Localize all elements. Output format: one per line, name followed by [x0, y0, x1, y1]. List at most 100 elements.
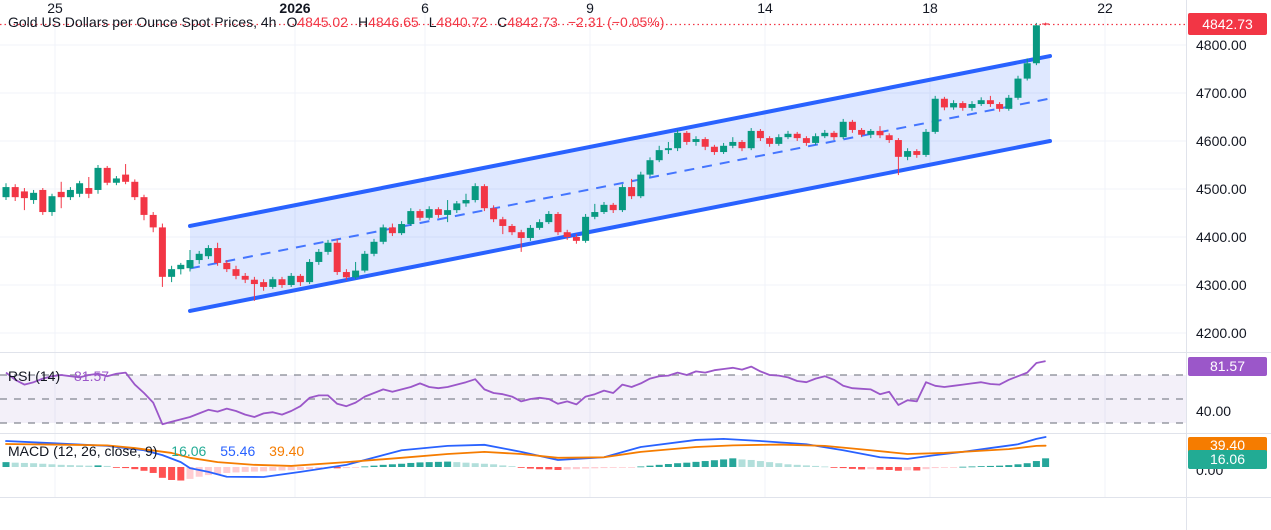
candle[interactable] [830, 132, 838, 138]
candle[interactable] [490, 208, 498, 220]
candle[interactable] [250, 279, 258, 285]
candle[interactable] [536, 222, 544, 228]
candle[interactable] [352, 270, 360, 278]
candle[interactable] [57, 191, 65, 198]
candle[interactable] [986, 100, 994, 105]
candle[interactable] [664, 148, 672, 151]
candle[interactable] [85, 188, 93, 194]
candle[interactable] [756, 130, 764, 139]
candle[interactable] [260, 282, 268, 287]
candle[interactable] [784, 133, 792, 138]
candle[interactable] [122, 174, 130, 182]
candle[interactable] [839, 121, 847, 138]
candle[interactable] [526, 227, 534, 238]
candle[interactable] [11, 187, 19, 198]
candle[interactable] [959, 103, 967, 108]
candle[interactable] [149, 214, 157, 228]
candlestick-series[interactable] [2, 22, 1050, 301]
candle[interactable] [683, 132, 691, 142]
channel-upper-line[interactable] [188, 54, 1052, 228]
candle[interactable] [186, 260, 194, 269]
candle[interactable] [2, 187, 10, 198]
candle[interactable] [278, 279, 286, 285]
candle[interactable] [195, 253, 203, 261]
candle[interactable] [885, 135, 893, 141]
candle[interactable] [324, 242, 332, 252]
candle[interactable] [940, 98, 948, 108]
candle[interactable] [407, 211, 415, 225]
candle[interactable] [1014, 78, 1022, 98]
candle[interactable] [416, 211, 424, 218]
candle[interactable] [600, 204, 608, 213]
channel-lower-line[interactable] [188, 139, 1052, 313]
candle[interactable] [766, 138, 774, 144]
candle[interactable] [904, 151, 912, 157]
candle[interactable] [342, 272, 350, 278]
candle[interactable] [223, 262, 231, 270]
candle[interactable] [646, 160, 654, 175]
candle[interactable] [296, 275, 304, 283]
candle[interactable] [269, 279, 277, 287]
candle[interactable] [655, 150, 663, 161]
candle[interactable] [94, 167, 102, 190]
candle[interactable] [103, 167, 111, 183]
price-axis[interactable] [1187, 0, 1271, 497]
candle[interactable] [480, 186, 488, 209]
candle[interactable] [922, 131, 930, 155]
candle[interactable] [802, 138, 810, 143]
macd-signal-line[interactable] [5, 443, 1047, 467]
candle[interactable] [738, 141, 746, 149]
candle[interactable] [241, 275, 249, 280]
candle[interactable] [1032, 25, 1040, 64]
candle[interactable] [471, 186, 479, 201]
candle[interactable] [996, 104, 1004, 109]
candle[interactable] [333, 242, 341, 273]
candle[interactable] [48, 196, 56, 213]
candle[interactable] [398, 224, 406, 234]
candle[interactable] [729, 141, 737, 146]
candle[interactable] [609, 204, 617, 211]
candle[interactable] [720, 145, 728, 153]
candle[interactable] [140, 197, 148, 215]
candle[interactable] [444, 210, 452, 215]
candle[interactable] [204, 248, 212, 257]
candle[interactable] [582, 216, 590, 241]
candle[interactable] [545, 213, 553, 223]
candle[interactable] [637, 174, 645, 197]
candle[interactable] [848, 121, 856, 130]
time-axis[interactable] [0, 498, 1271, 530]
candle[interactable] [434, 209, 442, 215]
candle[interactable] [66, 189, 74, 198]
candle[interactable] [315, 251, 323, 262]
candle[interactable] [388, 227, 396, 234]
candle[interactable] [913, 151, 921, 155]
candle[interactable] [214, 248, 222, 263]
candle[interactable] [232, 269, 240, 276]
candle[interactable] [894, 140, 902, 157]
candle[interactable] [508, 225, 516, 233]
candle[interactable] [950, 103, 958, 108]
channel-median-line[interactable] [189, 97, 1051, 270]
candle[interactable] [462, 200, 470, 204]
candle[interactable] [821, 132, 829, 137]
candle[interactable] [177, 264, 185, 270]
candle[interactable] [867, 130, 875, 135]
candle[interactable] [453, 203, 461, 211]
candle[interactable] [76, 183, 84, 194]
candle[interactable] [628, 187, 636, 197]
candle[interactable] [1042, 23, 1050, 25]
candle[interactable] [710, 146, 718, 153]
candle[interactable] [168, 269, 176, 277]
candle[interactable] [158, 227, 166, 277]
candle[interactable] [812, 136, 820, 143]
candle[interactable] [1023, 63, 1031, 79]
candle[interactable] [858, 129, 866, 135]
candle[interactable] [701, 139, 709, 147]
candle[interactable] [1005, 97, 1013, 109]
candle[interactable] [499, 219, 507, 226]
candle[interactable] [876, 130, 884, 136]
candle[interactable] [572, 237, 580, 241]
candle[interactable] [931, 98, 939, 132]
candle[interactable] [793, 133, 801, 139]
